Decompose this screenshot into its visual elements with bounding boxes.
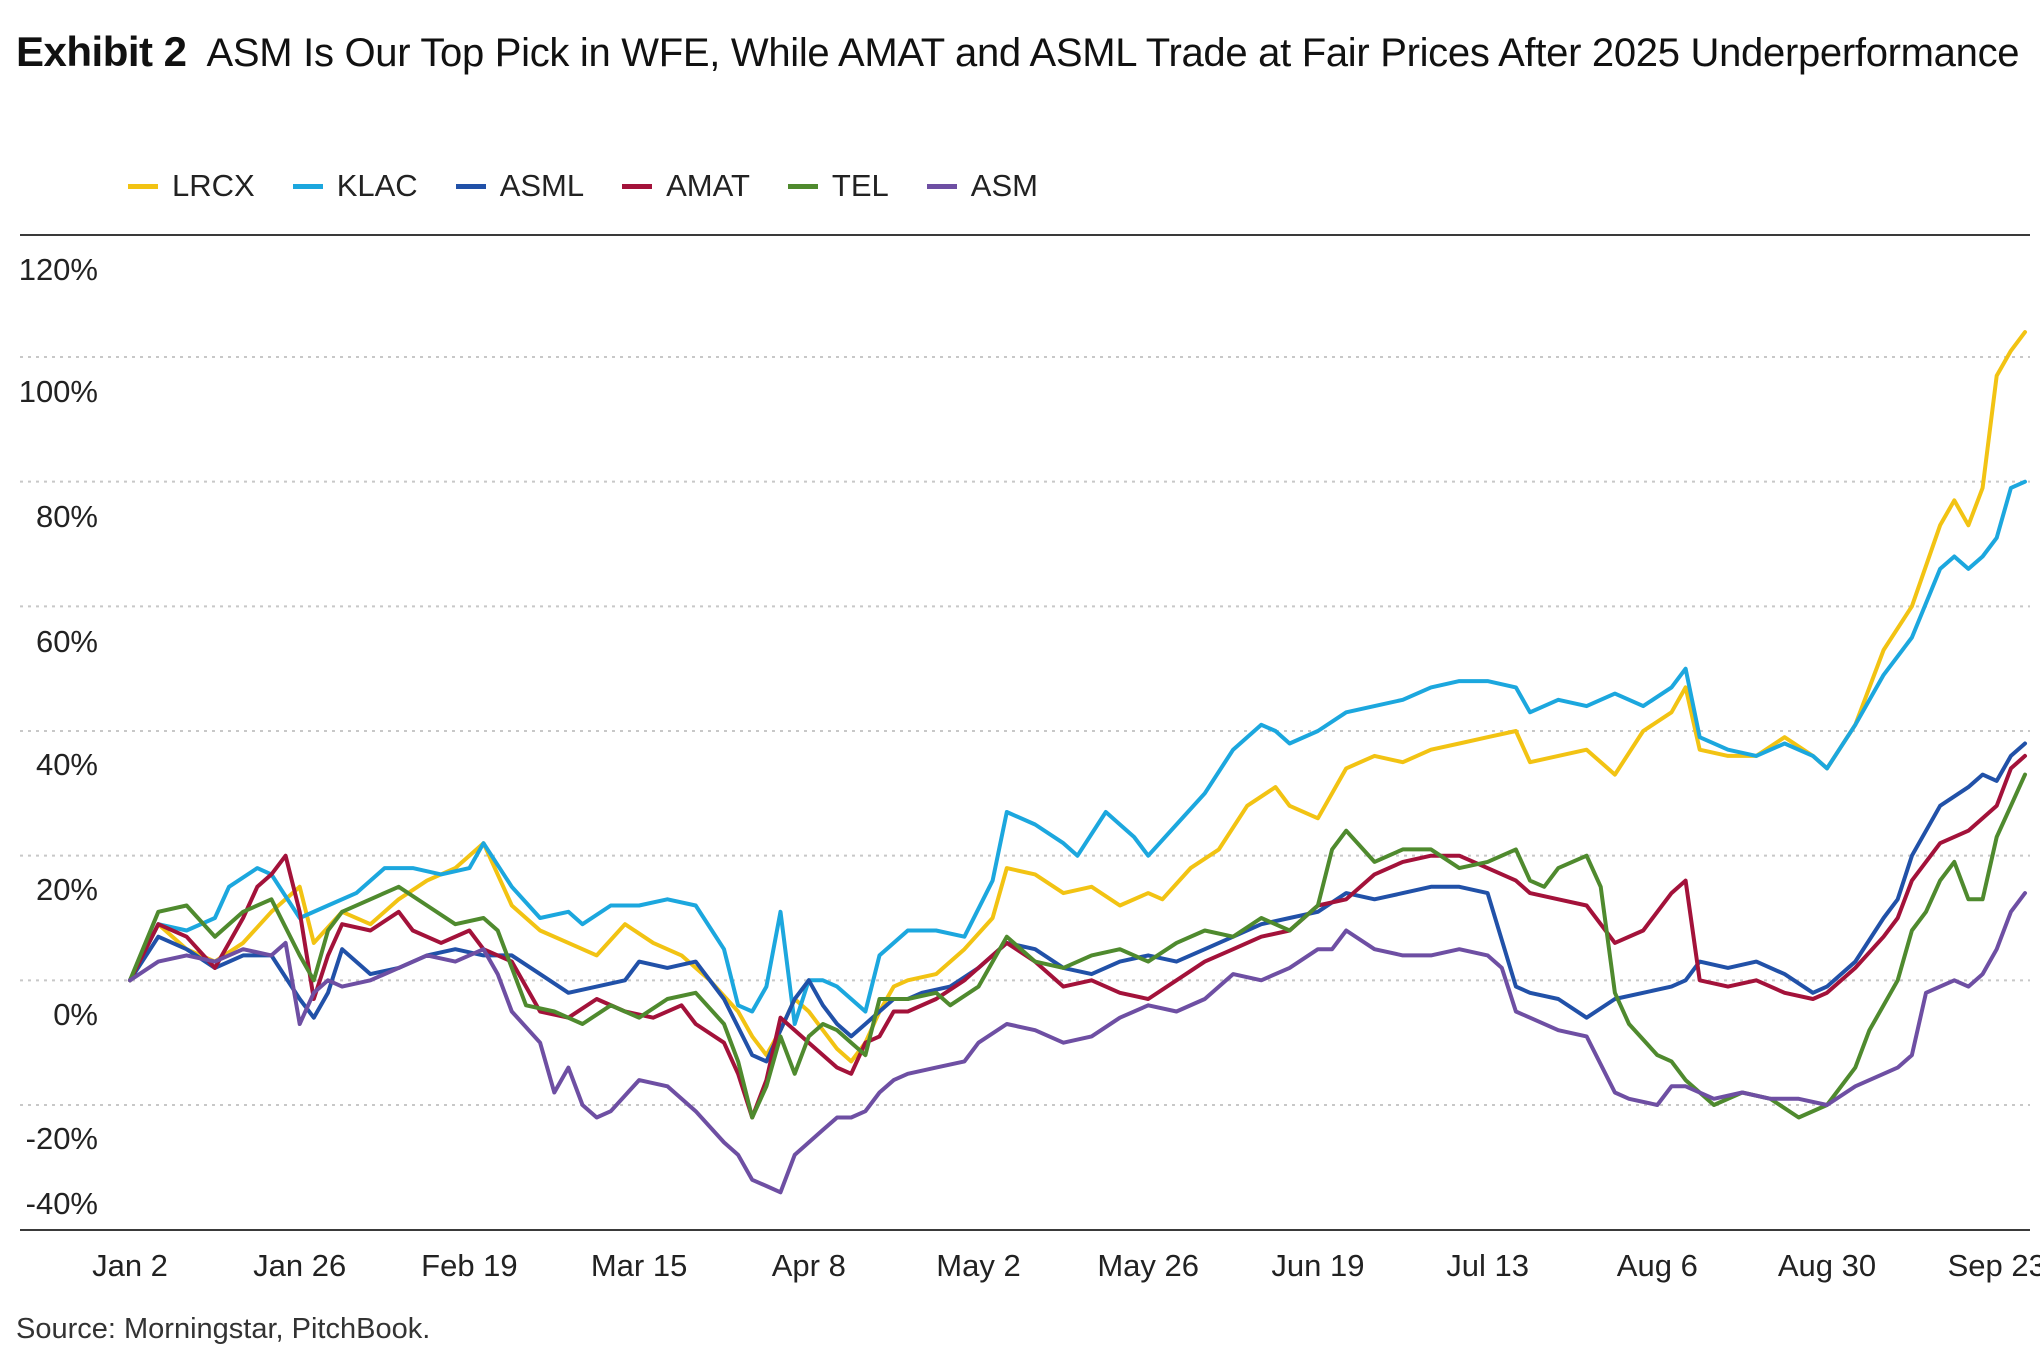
series-line-klac xyxy=(128,479,2027,1026)
series-line-asml xyxy=(128,741,2027,1064)
x-tick-label: Aug 30 xyxy=(1778,1248,1876,1283)
x-tick-label: Jan 26 xyxy=(253,1248,346,1283)
series-line-asm xyxy=(128,891,2027,1195)
x-tick-label: Apr 8 xyxy=(772,1248,846,1283)
legend-swatch xyxy=(292,183,323,189)
legend-label: KLAC xyxy=(336,168,418,203)
series-line-amat xyxy=(128,753,2027,1120)
y-tick-label: -40% xyxy=(26,1186,98,1221)
legend-swatch xyxy=(622,183,653,189)
legend-item-asml: ASML xyxy=(455,168,585,204)
x-tick-label: Jun 19 xyxy=(1271,1248,1364,1283)
x-tick-label: Mar 15 xyxy=(591,1248,687,1283)
legend-item-klac: KLAC xyxy=(292,168,418,204)
legend-item-amat: AMAT xyxy=(622,168,750,204)
y-tick-label: 60% xyxy=(36,624,98,659)
legend-label: TEL xyxy=(831,168,889,203)
y-tick-label: -20% xyxy=(26,1121,98,1156)
series-line-lrcx xyxy=(128,330,2027,1064)
chart-title: ASM Is Our Top Pick in WFE, While AMAT a… xyxy=(206,31,2020,75)
x-tick-label: Aug 6 xyxy=(1617,1248,1698,1283)
source-note: Source: Morningstar, PitchBook. xyxy=(16,1313,431,1345)
chart-legend: LRCX KLAC ASML AMAT TEL ASM xyxy=(128,168,1076,204)
y-tick-label: 0% xyxy=(53,997,98,1032)
x-tick-label: Feb 19 xyxy=(421,1248,518,1283)
legend-item-lrcx: LRCX xyxy=(128,168,255,204)
x-tick-label: Jan 2 xyxy=(92,1248,168,1283)
x-tick-label: May 26 xyxy=(1097,1248,1199,1283)
x-tick-label: May 2 xyxy=(936,1248,1020,1283)
y-tick-label: 120% xyxy=(19,252,98,287)
legend-label: AMAT xyxy=(666,168,750,203)
legend-swatch xyxy=(128,183,158,189)
y-tick-label: 20% xyxy=(36,872,98,907)
legend-swatch xyxy=(926,183,957,189)
title-row: Exhibit 2 ASM Is Our Top Pick in WFE, Wh… xyxy=(16,28,2020,98)
legend-item-asm: ASM xyxy=(926,168,1038,204)
legend-item-tel: TEL xyxy=(787,168,889,204)
legend-label: LRCX xyxy=(172,168,255,203)
y-tick-label: 100% xyxy=(19,374,98,409)
y-tick-label: 40% xyxy=(36,747,98,782)
legend-swatch xyxy=(787,183,818,189)
legend-label: ASM xyxy=(970,168,1038,203)
exhibit-label: Exhibit 2 xyxy=(16,28,187,75)
legend-label: ASML xyxy=(499,168,585,203)
y-tick-label: 80% xyxy=(36,499,98,534)
series-line-tel xyxy=(128,772,2027,1120)
x-tick-label: Jul 13 xyxy=(1446,1248,1529,1283)
x-tick-label: Sep 23 xyxy=(1948,1248,2040,1283)
legend-swatch xyxy=(455,183,486,189)
